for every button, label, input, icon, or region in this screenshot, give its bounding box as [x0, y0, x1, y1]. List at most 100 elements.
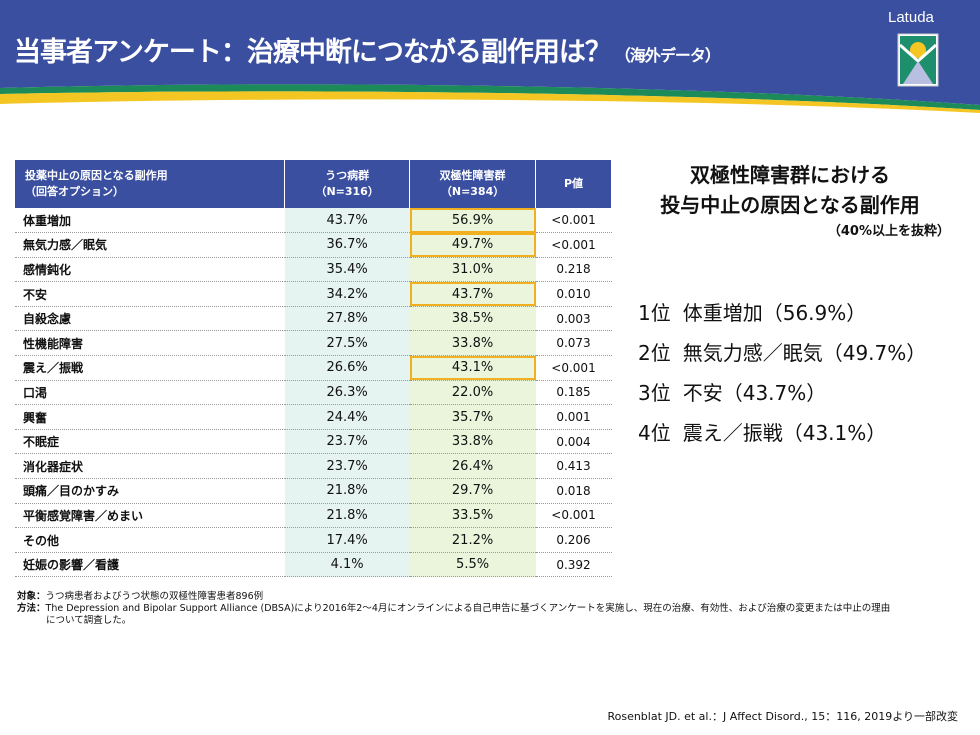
p-value: 0.018	[535, 478, 612, 504]
table-row: 興奮 24.4% 35.7% 0.001	[15, 404, 612, 430]
side-effect-label: 不安	[15, 281, 285, 307]
summary-panel: 双極性障害群における 投与中止の原因となる副作用 （40%以上を抜粋）	[620, 160, 960, 239]
bipolar-value: 21.2%	[409, 527, 536, 553]
side-effect-label: 感情鈍化	[15, 257, 285, 283]
column-header: P値	[535, 160, 612, 208]
header-line2: （N=384）	[440, 185, 505, 198]
bipolar-value: 29.7%	[409, 478, 536, 504]
brand-name: Latuda	[888, 9, 934, 26]
p-value: <0.001	[535, 208, 612, 234]
side-effects-table: 投薬中止の原因となる副作用 （回答オプション） うつ病群 （N=316） 双極性障害群 （…	[15, 160, 612, 578]
rank-number: 4位	[638, 421, 671, 445]
header-line2: （N=316）	[315, 185, 379, 198]
ranking-list: 1位 体重増加（56.9%） 2位 無気力感／眠気（49.7%） 3位 不安（43.7%）…	[638, 297, 938, 457]
subject-text: うつ病患者およびうつ状態の双極性障害患者896例	[45, 591, 264, 602]
p-value: 0.413	[535, 453, 612, 480]
column-header: 双極性障害群 （N=384）	[409, 160, 537, 208]
p-value: 0.206	[535, 527, 612, 553]
p-value: 0.004	[535, 429, 612, 455]
table-row: 自殺念慮 27.8% 38.5% 0.003	[15, 306, 612, 332]
depression-value: 21.8%	[284, 503, 410, 529]
summary-title-2: 投与中止の原因となる副作用	[660, 193, 920, 217]
p-value: 0.073	[535, 330, 612, 357]
p-value: 0.001	[535, 404, 612, 430]
side-effect-label: 頭痛／目のかすみ	[15, 478, 285, 504]
bipolar-value: 43.7%	[409, 281, 536, 307]
depression-value: 23.7%	[284, 453, 410, 480]
depression-value: 43.7%	[284, 208, 410, 234]
rank-text: 不安（43.7%）	[682, 381, 827, 405]
depression-value: 35.4%	[284, 257, 410, 283]
depression-value: 17.4%	[284, 527, 410, 553]
ranking-item: 4位 震え／振戦（43.1%）	[638, 417, 938, 457]
latuda-logo-icon	[897, 33, 939, 87]
bipolar-value: 33.8%	[409, 429, 536, 455]
ranking-item: 1位 体重増加（56.9%）	[638, 297, 938, 337]
bipolar-value: 43.1%	[409, 355, 536, 381]
footnotes: 対象：うつ病患者およびうつ状態の双極性障害患者896例 方法：The Depre…	[17, 591, 890, 627]
depression-value: 24.4%	[284, 404, 410, 430]
bipolar-value: 26.4%	[409, 453, 536, 480]
table-row: 性機能障害 27.5% 33.8% 0.073	[15, 330, 612, 357]
p-value: 0.392	[535, 552, 612, 578]
side-effect-label: 妊娠の影響／看護	[15, 552, 285, 578]
p-value: 0.218	[535, 257, 612, 283]
header-line1: うつ病群	[325, 169, 370, 182]
side-effect-label: 性機能障害	[15, 330, 285, 357]
title-text: 当事者アンケート：治療中断につながる副作用は？	[14, 37, 612, 68]
p-value: <0.001	[535, 503, 612, 529]
rank-text: 無気力感／眠気（49.7%）	[682, 341, 927, 365]
table-row: 平衡感覚障害／めまい 21.8% 33.5% <0.001	[15, 503, 612, 529]
bipolar-value: 38.5%	[409, 306, 536, 332]
side-effect-label: 自殺念慮	[15, 306, 285, 332]
p-value: 0.185	[535, 380, 612, 406]
side-effect-label: 体重増加	[15, 208, 285, 234]
summary-title-1: 双極性障害群における	[690, 163, 890, 187]
bipolar-value: 22.0%	[409, 380, 536, 406]
side-effect-label: 無気力感／眠気	[15, 232, 285, 258]
side-effect-label: 消化器症状	[15, 453, 285, 480]
bipolar-value: 33.8%	[409, 330, 536, 357]
bipolar-value: 56.9%	[409, 208, 536, 234]
column-header: 投薬中止の原因となる副作用 （回答オプション）	[15, 160, 286, 208]
method-label: 方法：	[17, 603, 46, 614]
side-effect-label: 平衡感覚障害／めまい	[15, 503, 285, 529]
depression-value: 36.7%	[284, 232, 410, 258]
table-row: 体重増加 43.7% 56.9% <0.001	[15, 208, 612, 234]
column-header: うつ病群 （N=316）	[284, 160, 411, 208]
citation: Rosenblat JD. et al.：J Affect Disord., 1…	[607, 710, 958, 723]
header-line1: P値	[563, 177, 584, 190]
depression-value: 34.2%	[284, 281, 410, 307]
method-text-cont: について調査した。	[46, 615, 132, 626]
summary-note: （40%以上を抜粋）	[827, 224, 950, 239]
side-effect-label: 不眠症	[15, 429, 285, 455]
depression-value: 21.8%	[284, 478, 410, 504]
rank-text: 体重増加（56.9%）	[682, 301, 867, 325]
table-row: その他 17.4% 21.2% 0.206	[15, 527, 612, 553]
depression-value: 23.7%	[284, 429, 410, 455]
table-row: 震え／振戦 26.6% 43.1% <0.001	[15, 355, 612, 381]
header-line2: （回答オプション）	[25, 185, 124, 198]
rank-number: 1位	[638, 301, 671, 325]
page-title: 当事者アンケート：治療中断につながる副作用は？ （海外データ）	[14, 30, 721, 69]
side-effect-label: 口渇	[15, 380, 285, 406]
p-value: 0.010	[535, 281, 612, 307]
depression-value: 26.3%	[284, 380, 410, 406]
p-value: 0.003	[535, 306, 612, 332]
depression-value: 26.6%	[284, 355, 410, 381]
title-subtext: （海外データ）	[614, 46, 721, 65]
rank-number: 2位	[638, 341, 671, 365]
p-value: <0.001	[535, 232, 612, 258]
table-row: 妊娠の影響／看護 4.1% 5.5% 0.392	[15, 552, 612, 578]
table-row: 不安 34.2% 43.7% 0.010	[15, 281, 612, 307]
table-row: 頭痛／目のかすみ 21.8% 29.7% 0.018	[15, 478, 612, 504]
subject-label: 対象：	[17, 591, 46, 602]
depression-value: 4.1%	[284, 552, 410, 578]
rank-number: 3位	[638, 381, 671, 405]
depression-value: 27.8%	[284, 306, 410, 332]
table-row: 口渇 26.3% 22.0% 0.185	[15, 380, 612, 406]
rank-text: 震え／振戦（43.1%）	[682, 421, 887, 445]
side-effect-label: 震え／振戦	[15, 355, 285, 381]
bipolar-value: 33.5%	[409, 503, 536, 529]
table-row: 消化器症状 23.7% 26.4% 0.413	[15, 453, 612, 480]
